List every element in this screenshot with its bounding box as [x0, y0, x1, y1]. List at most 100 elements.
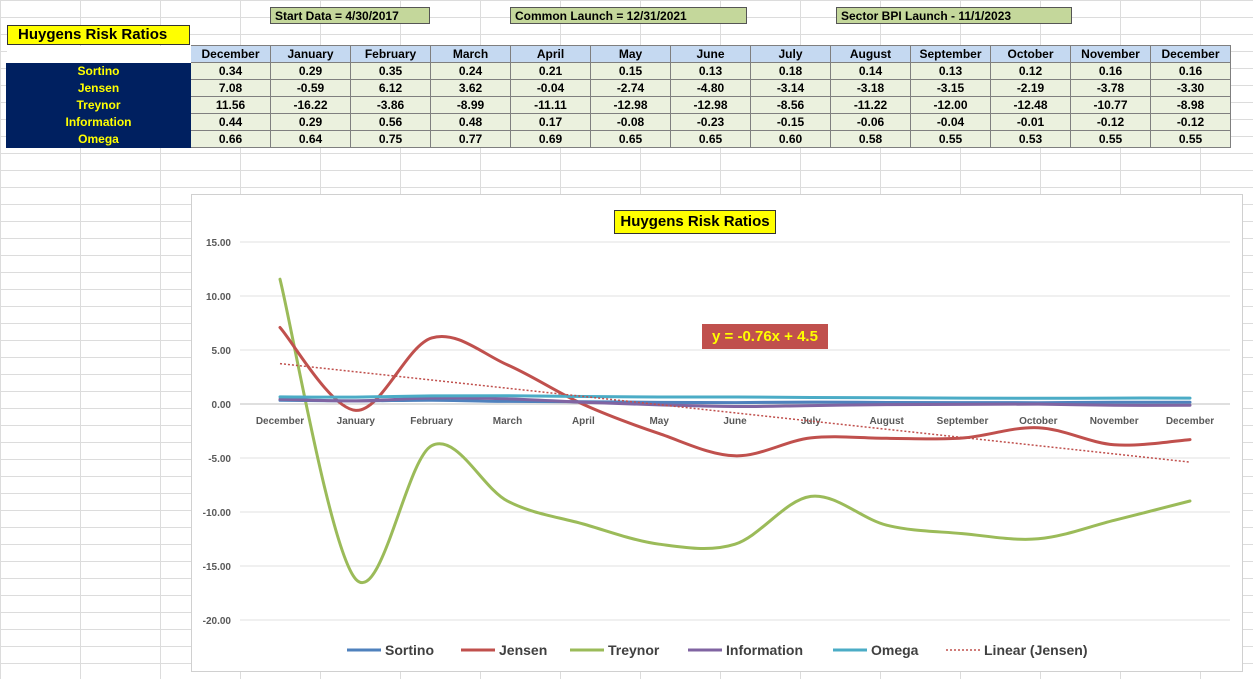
legend-item-omega[interactable]: Omega — [833, 642, 919, 658]
month-header[interactable]: October — [990, 45, 1071, 63]
ratio-value-cell[interactable]: 0.13 — [670, 62, 751, 80]
trendline-jensen[interactable] — [279, 362, 1191, 463]
ratio-value-cell[interactable]: -12.48 — [990, 96, 1071, 114]
ratio-value-cell[interactable]: 0.75 — [350, 130, 431, 148]
ratio-value-cell[interactable]: -3.30 — [1150, 79, 1231, 97]
y-tick-label: 10.00 — [206, 292, 231, 303]
ratio-label[interactable]: Jensen — [6, 79, 191, 97]
x-tick-label: July — [801, 416, 821, 427]
month-header[interactable]: September — [910, 45, 991, 63]
ratio-value-cell[interactable]: -8.56 — [750, 96, 831, 114]
ratio-value-cell[interactable]: 6.12 — [350, 79, 431, 97]
ratio-value-cell[interactable]: -11.22 — [830, 96, 911, 114]
ratio-value-cell[interactable]: 0.12 — [990, 62, 1071, 80]
ratio-value-cell[interactable]: -11.11 — [510, 96, 591, 114]
common-launch-banner: Common Launch = 12/31/2021 — [510, 7, 747, 24]
ratio-value-cell[interactable]: 0.69 — [510, 130, 591, 148]
ratio-value-cell[interactable]: -0.01 — [990, 113, 1071, 131]
y-tick-label: -10.00 — [203, 508, 232, 519]
ratio-value-cell[interactable]: 0.53 — [990, 130, 1071, 148]
ratio-label[interactable]: Sortino — [6, 62, 191, 80]
sector-launch-banner: Sector BPI Launch - 11/1/2023 — [836, 7, 1072, 24]
ratio-value-cell[interactable]: -0.59 — [270, 79, 351, 97]
month-header[interactable]: June — [670, 45, 751, 63]
ratio-value-cell[interactable]: 0.21 — [510, 62, 591, 80]
month-header[interactable]: August — [830, 45, 911, 63]
ratio-value-cell[interactable]: 0.16 — [1070, 62, 1151, 80]
ratio-value-cell[interactable]: -4.80 — [670, 79, 751, 97]
ratio-value-cell[interactable]: 0.18 — [750, 62, 831, 80]
ratio-value-cell[interactable]: 0.56 — [350, 113, 431, 131]
ratio-value-cell[interactable]: -12.98 — [590, 96, 671, 114]
series-line-information[interactable] — [278, 396, 1192, 409]
y-tick-label: -15.00 — [203, 562, 232, 573]
x-tick-label: April — [572, 416, 595, 427]
ratio-value-cell[interactable]: -0.15 — [750, 113, 831, 131]
ratio-value-cell[interactable]: -0.12 — [1070, 113, 1151, 131]
ratio-value-cell[interactable]: -12.98 — [670, 96, 751, 114]
legend-label: Linear (Jensen) — [984, 642, 1087, 658]
x-tick-label: December — [256, 416, 304, 427]
ratio-value-cell[interactable]: 3.62 — [430, 79, 511, 97]
x-tick-label: September — [937, 416, 989, 427]
ratio-value-cell[interactable]: -3.18 — [830, 79, 911, 97]
ratio-value-cell[interactable]: -0.23 — [670, 113, 751, 131]
series-line-sortino[interactable] — [278, 398, 1192, 405]
ratio-value-cell[interactable]: 0.34 — [190, 62, 271, 80]
ratio-value-cell[interactable]: 0.15 — [590, 62, 671, 80]
series-line-jensen[interactable] — [278, 326, 1192, 458]
ratio-value-cell[interactable]: 7.08 — [190, 79, 271, 97]
ratio-value-cell[interactable]: 0.66 — [190, 130, 271, 148]
legend-label: Treynor — [608, 642, 660, 658]
legend-item-linear-jensen[interactable]: Linear (Jensen) — [946, 642, 1087, 658]
month-header[interactable]: April — [510, 45, 591, 63]
y-tick-label: 15.00 — [206, 238, 231, 249]
ratio-value-cell[interactable]: -0.04 — [910, 113, 991, 131]
ratio-value-cell[interactable]: -0.04 — [510, 79, 591, 97]
ratio-value-cell[interactable]: 0.24 — [430, 62, 511, 80]
ratio-value-cell[interactable]: -16.22 — [270, 96, 351, 114]
ratio-value-cell[interactable]: -10.77 — [1070, 96, 1151, 114]
month-header[interactable]: March — [430, 45, 511, 63]
ratio-value-cell[interactable]: 0.55 — [1150, 130, 1231, 148]
legend-item-jensen[interactable]: Jensen — [461, 642, 547, 658]
ratio-label[interactable]: Omega — [6, 130, 191, 148]
risk-ratios-table: December January February March April May June… — [6, 45, 1231, 148]
month-header[interactable]: December — [1150, 45, 1231, 63]
ratio-value-cell[interactable]: 0.29 — [270, 62, 351, 80]
ratio-value-cell[interactable]: -3.15 — [910, 79, 991, 97]
month-header[interactable]: February — [350, 45, 431, 63]
ratio-value-cell[interactable]: -2.74 — [590, 79, 671, 97]
ratio-value-cell[interactable]: 0.65 — [670, 130, 751, 148]
trendline-equation-label: y = -0.76x + 4.5 — [702, 324, 828, 349]
ratio-value-cell[interactable]: 0.60 — [750, 130, 831, 148]
legend-item-treynor[interactable]: Treynor — [570, 642, 660, 658]
ratio-value-cell[interactable]: -2.19 — [990, 79, 1071, 97]
ratio-value-cell[interactable]: 0.35 — [350, 62, 431, 80]
month-header[interactable]: November — [1070, 45, 1151, 63]
ratio-value-cell[interactable]: -8.99 — [430, 96, 511, 114]
ratio-value-cell[interactable]: 0.55 — [1070, 130, 1151, 148]
ratio-value-cell[interactable]: -0.06 — [830, 113, 911, 131]
ratio-value-cell[interactable]: 0.65 — [590, 130, 671, 148]
ratio-value-cell[interactable]: -0.12 — [1150, 113, 1231, 131]
month-header[interactable]: July — [750, 45, 831, 63]
ratio-value-cell[interactable]: 0.14 — [830, 62, 911, 80]
y-tick-label: 0.00 — [212, 400, 232, 411]
ratio-label[interactable]: Information — [6, 113, 191, 131]
ratio-value-cell[interactable]: 0.58 — [830, 130, 911, 148]
ratio-value-cell[interactable]: 0.55 — [910, 130, 991, 148]
x-tick-label: May — [649, 416, 669, 427]
ratio-value-cell[interactable]: -0.08 — [590, 113, 671, 131]
month-header[interactable]: May — [590, 45, 671, 63]
month-header[interactable]: January — [270, 45, 351, 63]
legend-item-information[interactable]: Information — [688, 642, 803, 658]
legend-item-sortino[interactable]: Sortino — [347, 642, 434, 658]
series-line-treynor[interactable] — [278, 277, 1192, 584]
ratio-value-cell[interactable]: -3.14 — [750, 79, 831, 97]
ratio-value-cell[interactable]: 0.77 — [430, 130, 511, 148]
ratio-value-cell[interactable]: 0.44 — [190, 113, 271, 131]
series-line-omega[interactable] — [278, 394, 1192, 400]
ratio-value-cell[interactable]: -3.86 — [350, 96, 431, 114]
ratio-value-cell[interactable]: -8.98 — [1150, 96, 1231, 114]
